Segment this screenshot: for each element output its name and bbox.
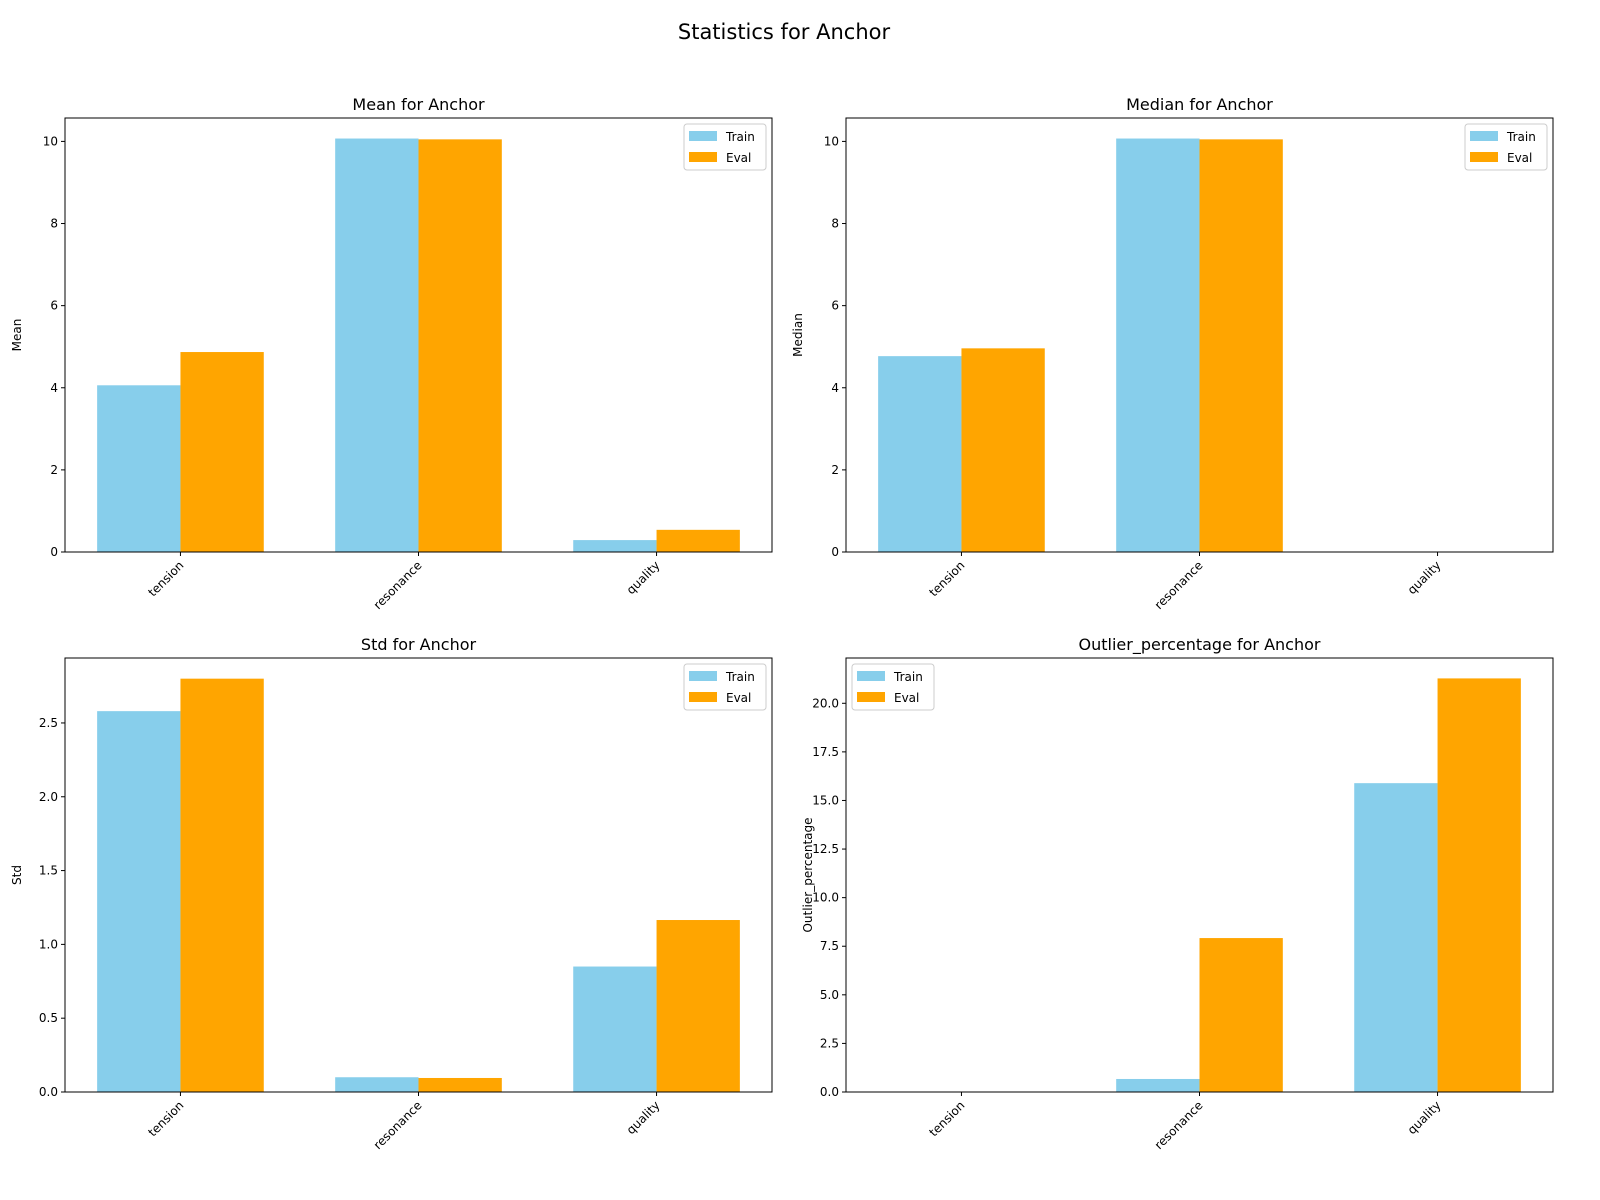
legend-label: Train	[893, 670, 923, 684]
bar-eval-tension	[961, 348, 1045, 552]
y-tick-label: 4	[831, 381, 839, 395]
bar-eval-resonance	[418, 1077, 502, 1092]
y-tick-label: 2	[50, 463, 58, 477]
bar-train-quality	[573, 966, 657, 1092]
y-tick-label: 4	[50, 381, 58, 395]
bar-train-quality	[573, 540, 657, 552]
x-tick-label: resonance	[1152, 558, 1206, 612]
legend-label: Eval	[726, 151, 751, 165]
legend-swatch-eval	[857, 692, 885, 702]
legend-swatch-train	[689, 671, 717, 681]
y-tick-label: 17.5	[812, 745, 839, 759]
subplot-3: 0.0 2.5 5.0 7.5 10.0 12.5 15.0 17.5 20.0 tension r…	[801, 635, 1554, 1152]
subplot-0: 0 2 4 6 8 10 tension resonance quality Mean for A…	[10, 95, 773, 612]
bar-eval-tension	[180, 678, 264, 1092]
y-tick-label: 1.5	[39, 864, 58, 878]
x-tick-label: resonance	[1152, 1098, 1206, 1152]
subplot-title: Mean for Anchor	[352, 95, 485, 114]
legend-swatch-train	[689, 131, 717, 141]
legend-label: Eval	[726, 691, 751, 705]
bar-train-resonance	[1116, 138, 1200, 553]
bar-eval-quality	[656, 529, 740, 552]
legend-swatch-train	[1470, 131, 1498, 141]
y-tick-label: 5.0	[820, 988, 839, 1002]
bar-eval-quality	[656, 920, 740, 1092]
y-tick-label: 0.5	[39, 1011, 58, 1025]
x-tick-label: quality	[1405, 558, 1444, 597]
bar-train-resonance	[335, 1077, 419, 1092]
legend: Train Eval	[1464, 123, 1548, 171]
y-tick-label: 0.0	[39, 1085, 58, 1099]
legend-label: Train	[725, 670, 755, 684]
legend: Train Eval	[683, 663, 767, 711]
y-tick-label: 10	[824, 134, 839, 148]
y-tick-label: 10	[43, 134, 58, 148]
x-tick-label: tension	[145, 558, 186, 599]
y-tick-label: 6	[831, 299, 839, 313]
y-axis-label: Outlier_percentage	[801, 817, 815, 932]
subplot-title: Outlier_percentage for Anchor	[1079, 635, 1321, 655]
legend: Train Eval	[851, 663, 935, 711]
legend-swatch-eval	[689, 152, 717, 162]
subplot-2: 0.0 0.5 1.0 1.5 2.0 2.5 tension resonance qualit…	[10, 635, 773, 1152]
y-tick-label: 6	[50, 299, 58, 313]
bar-eval-tension	[180, 352, 264, 552]
bar-eval-quality	[1437, 678, 1521, 1092]
bar-eval-resonance	[418, 139, 502, 552]
y-axis-label: Mean	[10, 319, 24, 352]
y-axis-label: Std	[10, 865, 24, 885]
legend-swatch-train	[857, 671, 885, 681]
x-tick-label: quality	[624, 558, 663, 597]
subplot-1: 0 2 4 6 8 10 tension resonance quality Median for…	[791, 95, 1554, 612]
y-tick-label: 8	[50, 217, 58, 231]
legend-label: Eval	[894, 691, 919, 705]
legend-swatch-eval	[1470, 152, 1498, 162]
x-tick-label: resonance	[371, 558, 425, 612]
x-tick-label: tension	[926, 1098, 967, 1139]
y-tick-label: 0.0	[820, 1085, 839, 1099]
bar-train-tension	[97, 711, 181, 1092]
y-tick-label: 10.0	[812, 891, 839, 905]
y-tick-label: 2	[831, 463, 839, 477]
subplot-title: Std for Anchor	[361, 635, 477, 654]
bar-train-tension	[878, 356, 962, 552]
y-tick-label: 7.5	[820, 939, 839, 953]
bar-train-tension	[97, 385, 181, 552]
bar-eval-resonance	[1199, 938, 1283, 1092]
legend-label: Eval	[1507, 151, 1532, 165]
bar-train-resonance	[335, 138, 419, 553]
x-tick-label: quality	[1405, 1098, 1444, 1137]
figure-title: Statistics for Anchor	[678, 20, 891, 44]
legend-swatch-eval	[689, 692, 717, 702]
y-tick-label: 2.5	[820, 1036, 839, 1050]
legend-label: Train	[1506, 130, 1536, 144]
subplot-title: Median for Anchor	[1126, 95, 1273, 114]
legend-label: Train	[725, 130, 755, 144]
bar-eval-resonance	[1199, 139, 1283, 552]
y-tick-label: 15.0	[812, 793, 839, 807]
y-tick-label: 12.5	[812, 842, 839, 856]
y-tick-label: 20.0	[812, 696, 839, 710]
x-tick-label: resonance	[371, 1098, 425, 1152]
bar-train-quality	[1354, 783, 1438, 1092]
y-tick-label: 2.0	[39, 790, 58, 804]
x-tick-label: quality	[624, 1098, 663, 1137]
y-tick-label: 2.5	[39, 716, 58, 730]
y-axis-label: Median	[791, 313, 805, 357]
y-tick-label: 0	[50, 545, 58, 559]
x-tick-label: tension	[145, 1098, 186, 1139]
y-tick-label: 0	[831, 545, 839, 559]
x-tick-label: tension	[926, 558, 967, 599]
y-tick-label: 1.0	[39, 937, 58, 951]
legend: Train Eval	[683, 123, 767, 171]
bar-train-resonance	[1116, 1078, 1200, 1092]
y-tick-label: 8	[831, 217, 839, 231]
